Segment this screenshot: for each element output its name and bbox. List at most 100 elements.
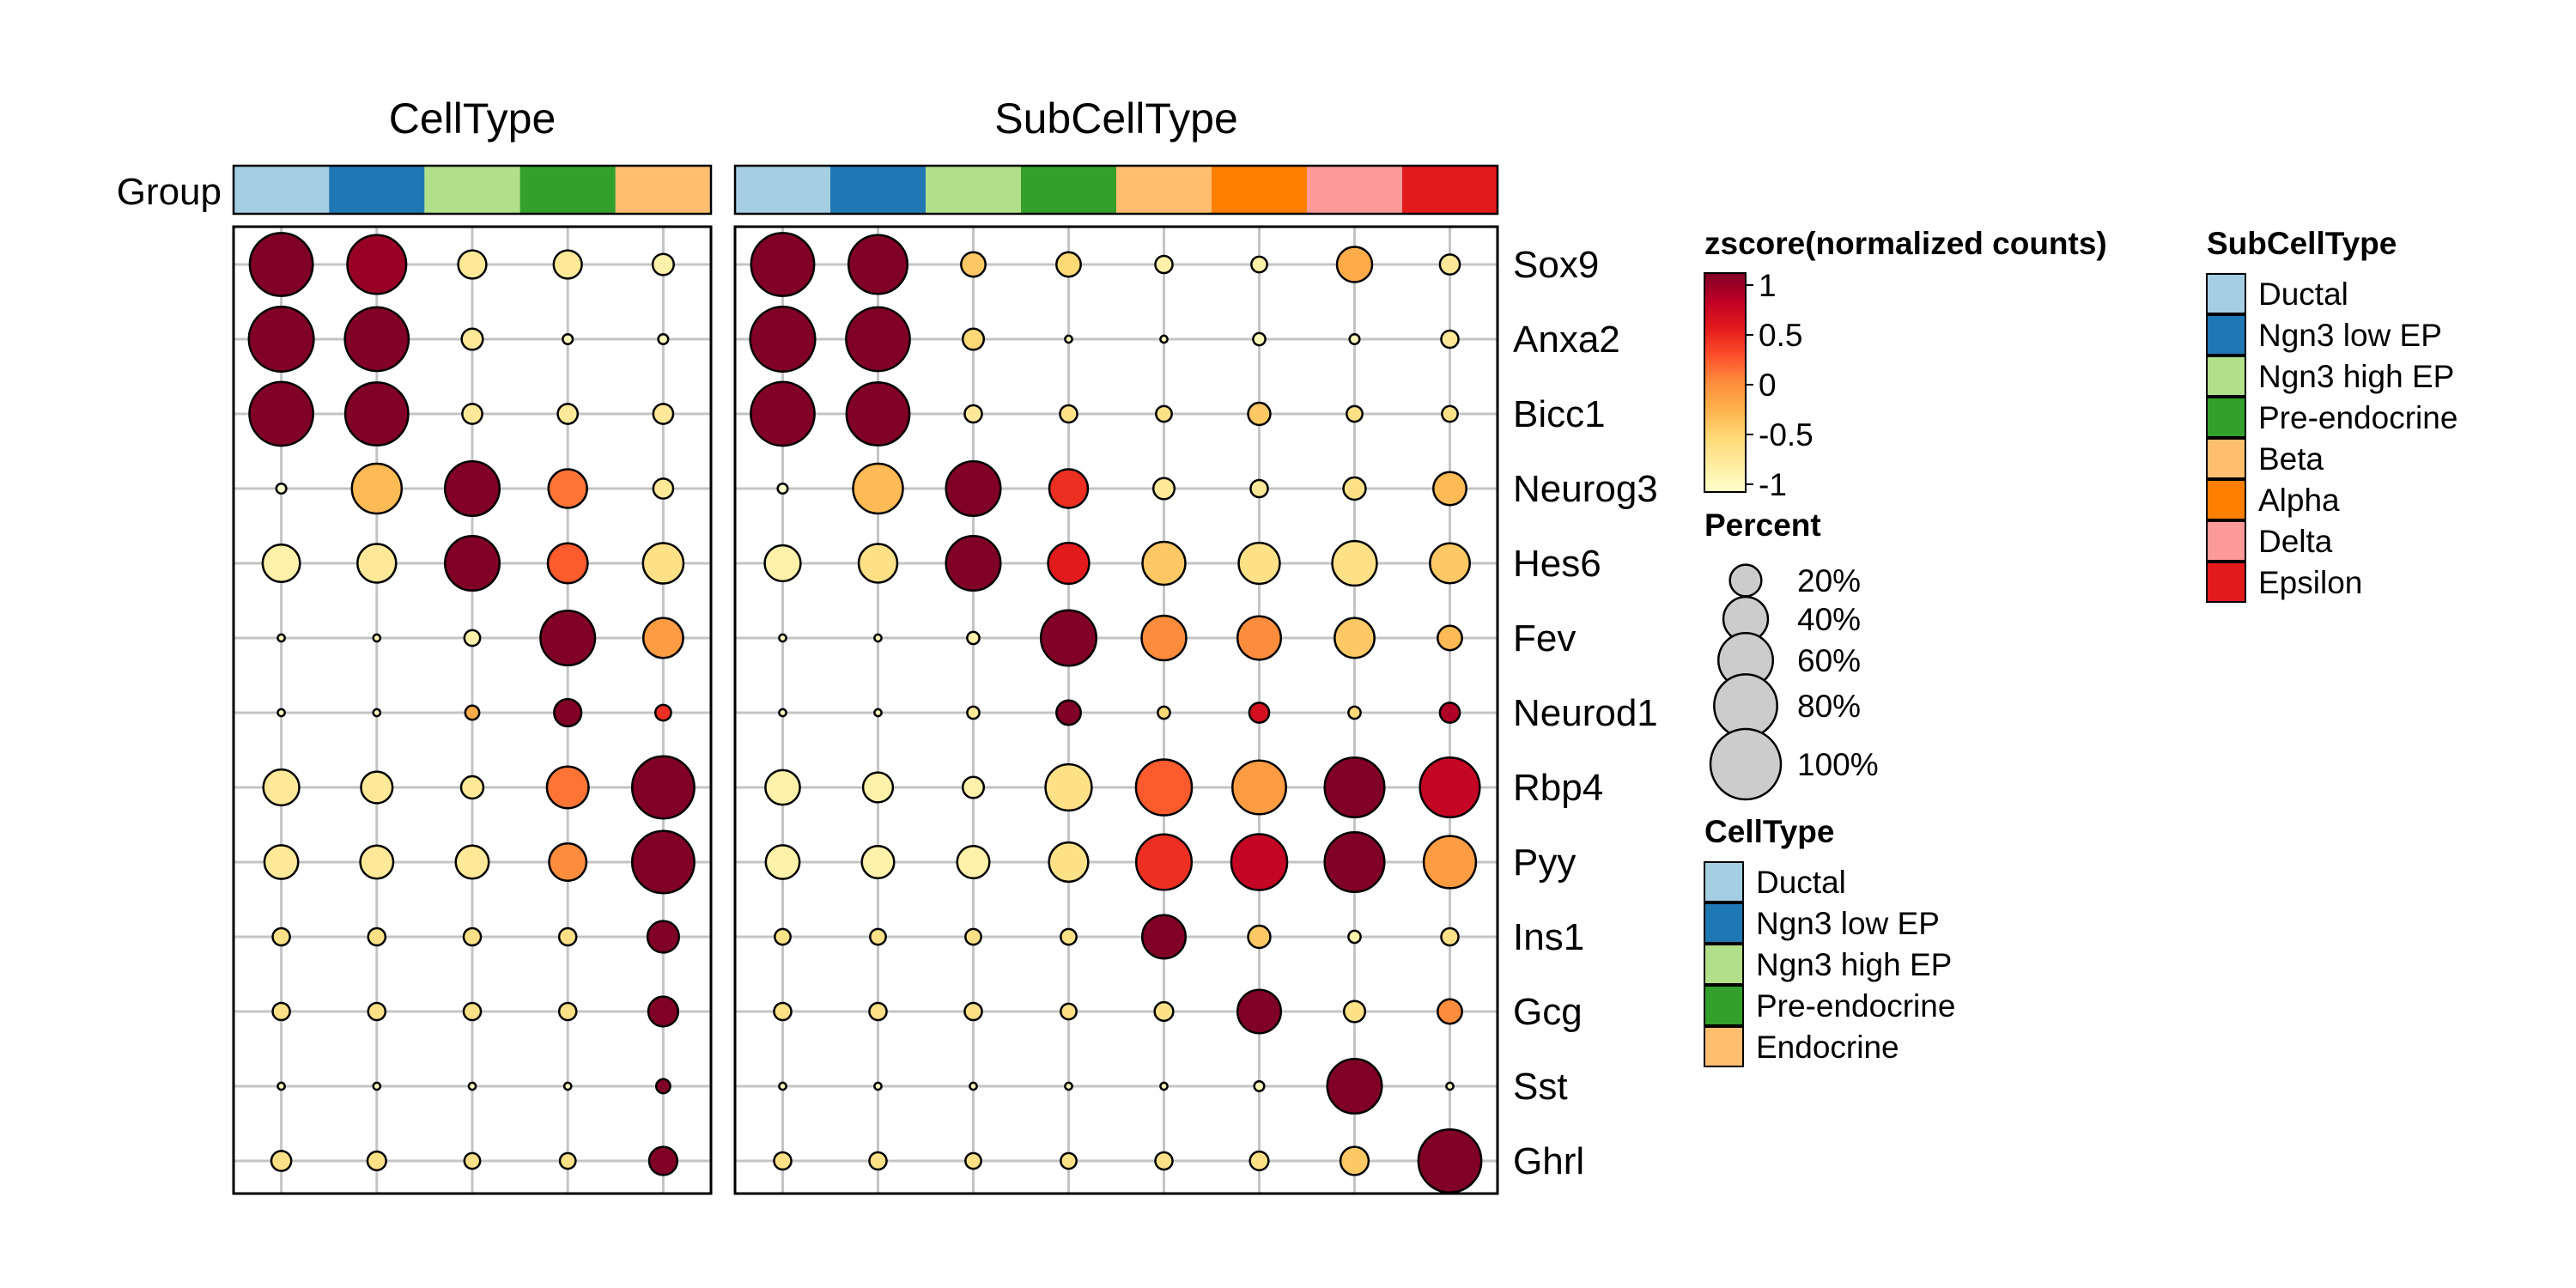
- dot-point: [861, 771, 895, 804]
- dot-point: [966, 630, 981, 646]
- dot-point: [1253, 1079, 1266, 1093]
- dot-point: [366, 1150, 387, 1172]
- legend-item-label: Delta: [2258, 524, 2333, 559]
- dot-point: [1323, 830, 1386, 894]
- percent-size-legend: Percent 20% 40% 60% 80% 100%: [1704, 507, 1879, 801]
- gene-label: Hes6: [1513, 543, 1601, 585]
- group-annotation-cell: [735, 166, 830, 214]
- legend-swatch: [2206, 479, 2246, 520]
- dot-point: [464, 704, 481, 721]
- dot-point: [557, 927, 578, 947]
- dot-point: [546, 542, 589, 585]
- dot-point: [641, 542, 685, 585]
- legend-swatch: [1704, 985, 1744, 1026]
- dot-point: [964, 1151, 982, 1170]
- dot-point: [1134, 833, 1194, 891]
- dot-point: [647, 995, 680, 1028]
- dot-point: [657, 332, 670, 346]
- gene-label: Sox9: [1513, 244, 1599, 286]
- dot-point: [651, 252, 675, 276]
- dot-point: [963, 404, 983, 424]
- color-legend-tick-label: -0.5: [1759, 417, 1814, 453]
- dot-point: [1437, 998, 1463, 1025]
- dot-point: [562, 1081, 573, 1091]
- dot-point: [1437, 624, 1463, 652]
- legend-item-label: Ngn3 low EP: [1756, 906, 1940, 941]
- dot-point: [647, 1145, 679, 1176]
- dot-point: [1331, 539, 1378, 587]
- dot-point: [1419, 756, 1481, 819]
- dot-point: [1153, 1000, 1175, 1023]
- dot-point: [1249, 1150, 1270, 1172]
- dot-point: [1159, 334, 1169, 344]
- legend-swatch: [2206, 314, 2246, 355]
- dot-point: [652, 477, 675, 500]
- color-legend-title: zscore(normalized counts): [1704, 226, 2107, 261]
- dot-point: [262, 768, 301, 807]
- color-legend-tick-label: -1: [1759, 467, 1787, 502]
- size-legend-dot: [1713, 673, 1778, 738]
- dot-point: [641, 617, 684, 659]
- dot-point: [276, 633, 286, 643]
- legend-swatch: [1704, 902, 1744, 944]
- dot-point: [1060, 927, 1078, 946]
- dot-point: [356, 543, 398, 584]
- dot-point: [1252, 331, 1267, 347]
- dot-point: [1237, 541, 1281, 586]
- dot-point: [764, 769, 801, 806]
- dot-point: [966, 705, 981, 720]
- dot-point: [346, 234, 408, 295]
- dot-point: [845, 306, 911, 373]
- color-legend-tick-label: 1: [1759, 268, 1777, 303]
- dot-point: [847, 234, 909, 295]
- dot-point: [372, 708, 382, 718]
- dot-point: [1047, 541, 1091, 586]
- dot-point: [778, 633, 787, 643]
- dot-point: [1334, 617, 1376, 659]
- dot-point: [548, 842, 588, 882]
- gene-label: Anxa2: [1513, 319, 1620, 361]
- dot-point: [463, 629, 482, 647]
- dot-point: [367, 1001, 387, 1022]
- dot-point: [1157, 705, 1171, 720]
- dot-point: [873, 708, 883, 718]
- dot-point: [1438, 702, 1461, 724]
- dot-point: [774, 927, 792, 946]
- dot-point: [459, 775, 485, 800]
- dot-point: [1247, 924, 1272, 950]
- dot-point: [1141, 540, 1187, 586]
- legend-title: CellType: [1704, 814, 1834, 849]
- gene-label: Neurod1: [1513, 692, 1658, 734]
- dot-point: [467, 1081, 477, 1091]
- dot-point: [653, 703, 672, 722]
- dot-point: [271, 927, 291, 947]
- legend-swatch: [2206, 397, 2246, 438]
- color-legend-tick-label: 0: [1759, 368, 1777, 403]
- dot-point: [359, 844, 395, 880]
- legend-celltype: CellType Ductal Ngn3 low EP Ngn3 high EP Pre…: [1704, 814, 1955, 1067]
- dot-point: [1438, 253, 1461, 276]
- dot-point: [776, 482, 789, 495]
- size-legend-label: 80%: [1797, 689, 1861, 724]
- dot-point: [367, 927, 387, 947]
- group-annotation-cell: [234, 166, 330, 214]
- dot-point: [1039, 609, 1098, 667]
- group-annotation-cell: [1116, 166, 1212, 214]
- dot-point: [1155, 404, 1173, 423]
- dot-point: [263, 844, 300, 880]
- dot-point: [646, 920, 680, 954]
- dot-point: [1154, 254, 1174, 275]
- dot-point: [372, 633, 382, 643]
- gene-label: Sst: [1513, 1066, 1568, 1108]
- dot-point: [1417, 1128, 1483, 1194]
- dot-point: [275, 482, 288, 495]
- color-legend-bar: [1704, 272, 1747, 493]
- dot-point: [276, 1081, 286, 1091]
- color-legend-tick-label: 0.5: [1759, 318, 1802, 353]
- dot-point: [343, 306, 410, 373]
- dot-point: [1347, 929, 1362, 945]
- dot-point: [556, 403, 580, 425]
- dot-point: [1044, 762, 1093, 812]
- group-annotation-label: Group: [117, 171, 222, 213]
- dot-point: [630, 755, 696, 820]
